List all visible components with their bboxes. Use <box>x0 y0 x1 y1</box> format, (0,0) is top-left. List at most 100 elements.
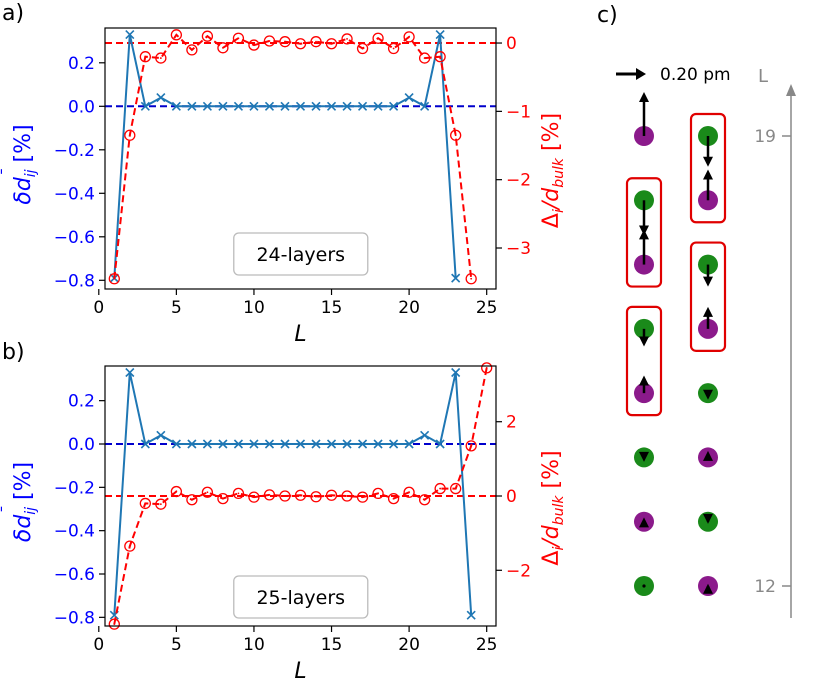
panel-b-series-left-point <box>218 439 228 449</box>
panel-a-series-left-point <box>357 101 368 111</box>
displacement-arrow-head <box>639 375 649 386</box>
displacement-arrow-head <box>639 336 649 347</box>
panel-b-right-tick-label: −2 <box>506 561 531 581</box>
panel-a-x-tick-label: 15 <box>321 298 343 318</box>
panel-a-series-left-point <box>389 101 399 111</box>
panel-b-x-tick-label: 25 <box>476 635 498 655</box>
panel-a-x-tick-label: 25 <box>476 298 498 318</box>
layer-axis-arrowhead <box>786 84 796 96</box>
panel-b-left-axis-label-overbar: ¯ <box>0 505 17 513</box>
panel-a-x-tick-label: 10 <box>243 298 265 318</box>
panel-b-series-right-point <box>372 487 384 500</box>
panel-b-series-left-point <box>466 610 476 620</box>
panel-a-series-right-point <box>155 52 167 64</box>
panel-b-series-right-point <box>481 362 493 374</box>
panel-a-chart: 0 5 10 15 20 25 L 0.2 0.0 −0.2 −0.4 −0.6 −0.8 δdij [%… <box>0 27 567 347</box>
panel-a-left-axis-label-overbar: ¯ <box>0 168 17 176</box>
panel-a-right-tick-label: −2 <box>506 171 531 191</box>
panel-a-series-left-point <box>202 101 212 111</box>
panel-a-series-left-point <box>404 93 414 103</box>
panel-b-series-left-point <box>420 430 430 440</box>
displacement-arrow-head <box>639 451 649 462</box>
panel-b-left-tick-label: −0.2 <box>54 478 95 498</box>
panel-a-left-tick-label: −0.8 <box>54 271 95 291</box>
panel-b-annotation-box <box>233 575 369 619</box>
panel-b-series-left-point <box>156 430 166 440</box>
panel-b-series-right-point <box>434 482 446 495</box>
panel-a-x-tick-label: 20 <box>398 298 420 318</box>
panel-a-series-right-point <box>139 51 151 63</box>
panel-b-series-right-point <box>201 486 214 498</box>
displacement-arrow-head <box>703 389 713 400</box>
panel-a-series-right-point <box>186 44 198 56</box>
pair-box <box>625 177 663 288</box>
layer-axis-tick-label: 19 <box>754 127 776 147</box>
panel-a-series-left-point <box>264 101 275 111</box>
panel-a-right-tick-label: 0 <box>506 34 517 54</box>
panel-a-series-right-point <box>372 32 384 44</box>
panel-b-right-tick-label: 0 <box>506 487 517 507</box>
displacement-arrow-head <box>703 276 713 287</box>
panel-a-series-right-point <box>325 38 338 50</box>
panel-b-series-right-point <box>232 487 245 500</box>
panel-b-left-tick-label: 0.0 <box>68 435 95 455</box>
panel-b-series-right-point <box>108 618 120 630</box>
displacement-arrow-head <box>703 306 713 317</box>
displacement-arrow-head <box>639 229 649 240</box>
panel-a-series-left-point <box>451 273 461 283</box>
panel-a-series-right-point <box>341 33 353 45</box>
panel-b-series-right-point <box>294 489 307 501</box>
panel-b-series-left-point <box>295 439 306 449</box>
panel-a-x-axis-label: L <box>294 322 306 347</box>
panel-b-series-left-point <box>342 439 352 449</box>
panel-b-series-right-point <box>139 497 151 510</box>
panel-a-right-tick-label: −3 <box>506 239 531 259</box>
panel-b-series-left-point <box>249 439 259 449</box>
panel-b-series-right-point <box>341 490 353 502</box>
panel-a-plot-frame <box>104 27 497 290</box>
panel-b-annotation-label: 25-layers <box>256 587 345 609</box>
panel-b-left-tick-label: −0.8 <box>54 608 95 628</box>
panel-a-x-tick-label: 5 <box>171 298 182 318</box>
panel-c-label: c) <box>597 3 618 28</box>
panel-a-series-left-point <box>140 101 150 111</box>
panel-a-series-right-point <box>170 29 183 41</box>
panel-a-series-left-point <box>156 93 166 103</box>
panel-b-series-right-point <box>186 494 198 506</box>
panel-b-x-tick-label: 5 <box>171 635 182 655</box>
panel-b-series-left-point <box>389 439 399 449</box>
pair-box <box>625 305 663 417</box>
panel-a-series-left-point <box>171 101 181 111</box>
panel-a-series-left-point <box>435 29 445 40</box>
panel-a-series-right-point <box>201 30 214 42</box>
displacement-arrow-head <box>639 92 649 102</box>
panel-a-series-left-point <box>280 101 290 111</box>
panel-a-series-left-point <box>295 101 306 111</box>
panel-b-series-left-point <box>373 439 383 449</box>
panel-a-left-tick-label: 0.2 <box>68 54 95 74</box>
scale-label: 0.20 pm <box>660 65 731 85</box>
panel-a-series-left-point <box>249 101 259 111</box>
panel-b-series-left-point <box>311 439 321 449</box>
displacement-arrow-head <box>703 450 713 461</box>
panel-a-label: a) <box>2 1 24 26</box>
panel-b-series-left-point <box>451 367 461 378</box>
panel-a-series-right-point <box>403 31 415 43</box>
panel-b-left-tick-label: −0.6 <box>54 565 95 585</box>
panel-b-right-tick-label: 2 <box>506 413 517 433</box>
panel-b-x-tick-label: 20 <box>398 635 420 655</box>
panel-a-series-left-point <box>218 101 228 111</box>
panel-a-series-right-point <box>387 42 400 55</box>
panel-b-right-axis-label: Δi/dbulk [%] <box>539 450 567 565</box>
panel-b-series-left-point <box>233 439 244 449</box>
panel-a-x-tick-label: 0 <box>93 298 104 318</box>
panel-a-left-tick-label: −0.2 <box>54 141 95 161</box>
panel-a-series-right-point <box>279 36 291 48</box>
displacement-arrow-head <box>703 583 713 594</box>
panel-b-series-right-point <box>279 490 291 502</box>
displacement-arrow-head <box>703 156 713 167</box>
panel-b-series-right-point <box>403 486 415 498</box>
panel-a-annotation-box <box>233 232 369 276</box>
